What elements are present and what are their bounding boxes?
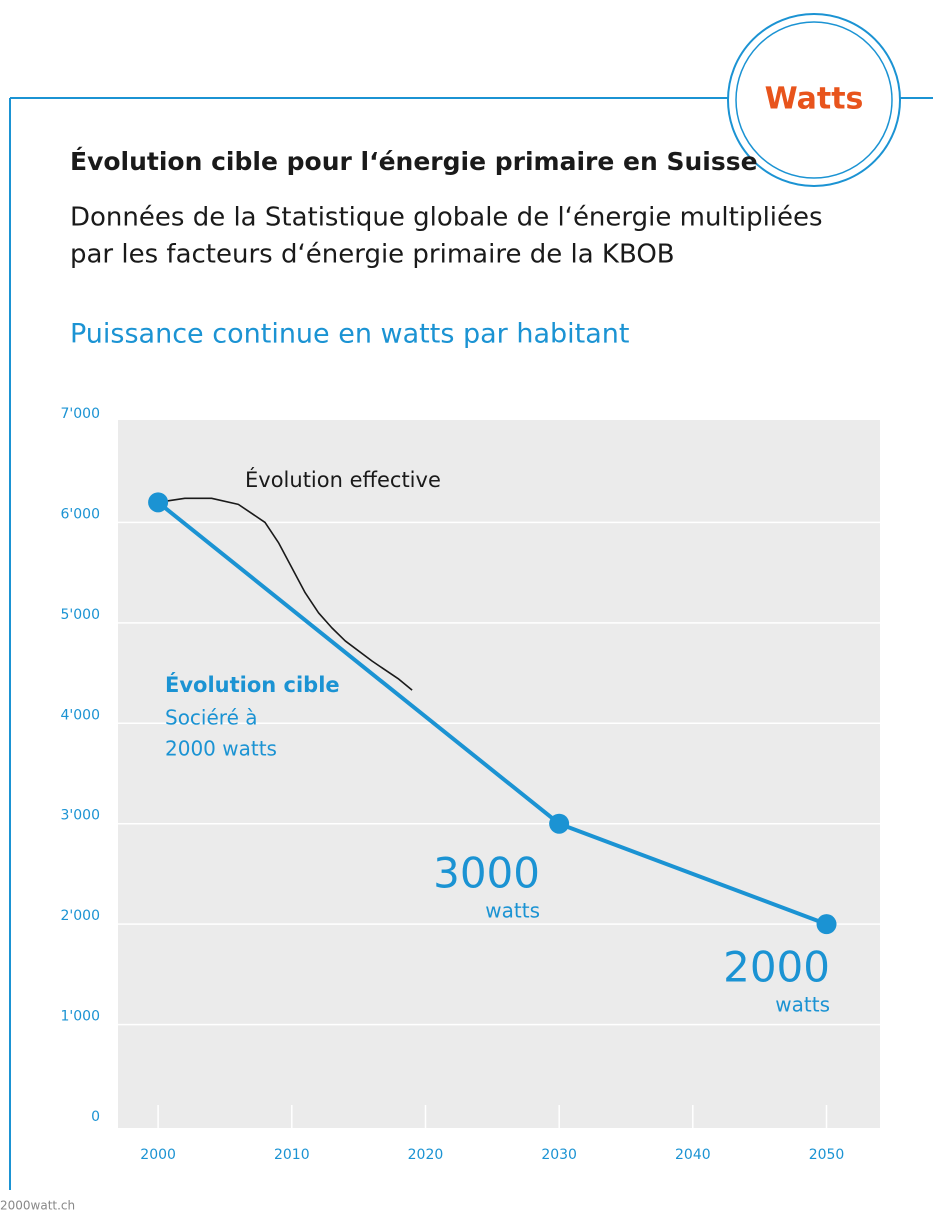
- y-tick-label: 6'000: [61, 506, 100, 522]
- x-tick-label: 2040: [675, 1147, 711, 1163]
- y-axis-label: Puissance continue en watts par habitant: [70, 319, 630, 350]
- annotation: Sociéré à: [165, 706, 258, 730]
- chart-subtitle: Données de la Statistique globale de l‘é…: [70, 203, 823, 233]
- x-tick-label: 2010: [274, 1147, 310, 1163]
- point: [549, 813, 570, 834]
- series-label: Évolution effective: [245, 467, 441, 492]
- chart-title: Évolution cible pour l‘énergie primaire …: [70, 147, 758, 176]
- x-tick-label: 2000: [140, 1147, 176, 1163]
- y-tick-label: 3'000: [61, 808, 100, 824]
- x-tick-label: 2020: [408, 1147, 444, 1163]
- point: [148, 492, 169, 513]
- badge-outer: [727, 13, 901, 187]
- series-line: [157, 497, 413, 691]
- y-tick-label: 7'000: [61, 406, 100, 422]
- data-label: 2000: [723, 943, 830, 992]
- x-tick-label: 2050: [809, 1147, 845, 1163]
- y-tick-label: 2'000: [61, 908, 100, 924]
- badge-label: Watts: [765, 82, 864, 117]
- y-tick-label: 1'000: [61, 1009, 100, 1025]
- source: 2000watt.ch: [0, 1199, 75, 1213]
- point: [816, 914, 837, 935]
- y-tick-label: 4'000: [61, 707, 100, 723]
- data-label: 3000: [433, 849, 540, 898]
- y-tick-label: 0: [91, 1109, 100, 1125]
- badge-inner: [735, 21, 893, 179]
- y-tick-label: 5'000: [61, 607, 100, 623]
- plot: 0 1'000 2'000 3'000 4'000 5'000 6'000 7'000 2000…: [61, 406, 880, 1163]
- chart-subtitle: par les facteurs d‘énergie primaire de l…: [70, 240, 675, 270]
- annotation: watts: [485, 899, 540, 923]
- annotation: watts: [775, 993, 830, 1017]
- annotation: 2000 watts: [165, 737, 277, 761]
- series-label: Évolution cible: [165, 672, 340, 697]
- x-tick-label: 2030: [541, 1147, 577, 1163]
